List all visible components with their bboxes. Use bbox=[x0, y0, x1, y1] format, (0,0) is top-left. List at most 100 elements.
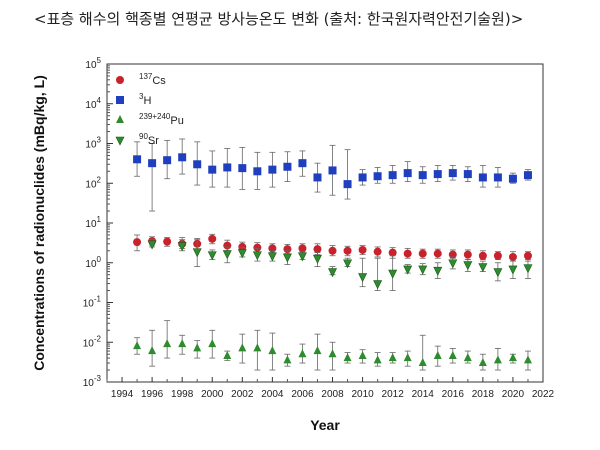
x-tick-label: 2004 bbox=[261, 389, 284, 400]
data-point-137cs bbox=[133, 238, 142, 247]
data-point-239-240pu bbox=[448, 351, 457, 360]
plot-frame bbox=[106, 63, 544, 383]
data-point-137cs bbox=[373, 247, 382, 256]
data-point-3h bbox=[358, 173, 367, 182]
data-point-90sr bbox=[343, 259, 353, 269]
data-point-3h bbox=[418, 171, 427, 180]
y-tick-label: 103 bbox=[85, 136, 101, 151]
data-point-239-240pu bbox=[523, 355, 532, 364]
data-point-239-240pu bbox=[148, 346, 157, 355]
data-point-90sr bbox=[207, 251, 217, 261]
legend: 137Cs 3H 239+240Pu 90Sr bbox=[115, 72, 184, 147]
data-marks bbox=[133, 138, 533, 371]
x-axis-title: Year bbox=[310, 417, 340, 433]
data-point-90sr bbox=[282, 253, 292, 263]
x-tick-label: 1994 bbox=[111, 389, 134, 400]
data-point-3h bbox=[313, 173, 322, 182]
data-point-137cs bbox=[163, 237, 172, 246]
data-point-137cs bbox=[313, 245, 322, 254]
data-point-90sr bbox=[312, 254, 322, 264]
data-point-90sr bbox=[373, 280, 383, 290]
data-point-137cs bbox=[238, 242, 247, 251]
data-point-239-240pu bbox=[223, 351, 232, 360]
data-point-239-240pu bbox=[163, 339, 172, 348]
y-tick-label: 100 bbox=[85, 255, 101, 270]
x-tick-label: 2000 bbox=[201, 389, 224, 400]
data-point-90sr bbox=[433, 266, 443, 276]
y-tick-label: 105 bbox=[85, 56, 101, 71]
data-point-3h bbox=[283, 162, 292, 171]
data-point-137cs bbox=[508, 252, 517, 261]
data-point-3h bbox=[163, 156, 172, 165]
data-point-239-240pu bbox=[283, 355, 292, 364]
data-point-137cs bbox=[418, 249, 427, 258]
data-point-239-240pu bbox=[238, 343, 247, 352]
data-point-90sr bbox=[493, 268, 503, 278]
data-point-90sr bbox=[328, 268, 338, 278]
data-point-3h bbox=[523, 171, 532, 180]
data-point-3h bbox=[508, 174, 517, 183]
data-point-137cs bbox=[403, 249, 412, 258]
data-point-137cs bbox=[493, 251, 502, 260]
data-point-239-240pu bbox=[313, 346, 322, 355]
data-point-90sr bbox=[508, 265, 518, 275]
data-point-90sr bbox=[403, 265, 413, 275]
data-point-90sr bbox=[177, 242, 187, 252]
data-point-239-240pu bbox=[418, 358, 427, 367]
legend-marker-3h bbox=[116, 96, 124, 104]
data-point-239-240pu bbox=[343, 353, 352, 362]
data-point-90sr bbox=[237, 249, 247, 259]
data-point-3h bbox=[268, 165, 277, 174]
data-point-90sr bbox=[523, 264, 533, 274]
data-point-3h bbox=[373, 172, 382, 181]
data-point-3h bbox=[178, 153, 187, 162]
legend-label-239-240pu: 239+240Pu bbox=[139, 112, 184, 127]
legend-marker-239-240pu bbox=[116, 115, 124, 123]
data-point-239-240pu bbox=[433, 351, 442, 360]
y-axis-ticks: 10-3 10-2 10-1 100 101 102 103 104 105 bbox=[83, 56, 113, 389]
y-tick-label: 10-3 bbox=[83, 374, 102, 389]
data-point-239-240pu bbox=[493, 355, 502, 364]
x-tick-label: 2006 bbox=[291, 389, 314, 400]
data-point-239-240pu bbox=[208, 339, 217, 348]
data-point-239-240pu bbox=[268, 346, 277, 355]
data-point-90sr bbox=[252, 251, 262, 261]
data-point-137cs bbox=[358, 245, 367, 254]
x-tick-label: 2010 bbox=[351, 389, 374, 400]
data-point-90sr bbox=[222, 250, 232, 260]
data-point-137cs bbox=[223, 241, 232, 250]
y-tick-label: 10-1 bbox=[83, 295, 102, 310]
x-tick-label: 2008 bbox=[321, 389, 344, 400]
y-tick-label: 10-2 bbox=[83, 334, 102, 349]
data-point-3h bbox=[238, 164, 247, 173]
x-tick-label: 2022 bbox=[532, 389, 555, 400]
data-point-239-240pu bbox=[478, 358, 487, 367]
data-point-239-240pu bbox=[358, 351, 367, 360]
data-point-239-240pu bbox=[463, 353, 472, 362]
x-tick-label: 2002 bbox=[231, 389, 254, 400]
data-point-137cs bbox=[463, 250, 472, 259]
data-point-3h bbox=[463, 170, 472, 179]
x-tick-label: 1996 bbox=[141, 389, 164, 400]
y-axis-title: Concentrations of radionuclides (mBq/kg,… bbox=[31, 75, 47, 371]
data-point-239-240pu bbox=[388, 353, 397, 362]
data-point-137cs bbox=[208, 234, 217, 243]
x-tick-label: 1998 bbox=[171, 389, 194, 400]
x-tick-label: 2020 bbox=[502, 389, 525, 400]
data-point-3h bbox=[328, 166, 337, 175]
legend-label-3h: 3H bbox=[139, 92, 151, 107]
data-point-3h bbox=[478, 173, 487, 182]
data-point-90sr bbox=[388, 269, 398, 279]
data-point-3h bbox=[148, 159, 157, 168]
x-axis-ticks: 1994 1996 1998 2000 2002 2004 2006 2008 2010 2012… bbox=[106, 377, 555, 400]
data-point-3h bbox=[388, 171, 397, 180]
data-point-90sr bbox=[297, 252, 307, 262]
data-point-137cs bbox=[523, 251, 532, 260]
data-point-3h bbox=[403, 169, 412, 178]
data-point-3h bbox=[208, 165, 217, 174]
x-tick-label: 2018 bbox=[472, 389, 495, 400]
data-point-3h bbox=[343, 180, 352, 189]
data-point-90sr bbox=[192, 248, 202, 258]
data-point-137cs bbox=[343, 246, 352, 255]
